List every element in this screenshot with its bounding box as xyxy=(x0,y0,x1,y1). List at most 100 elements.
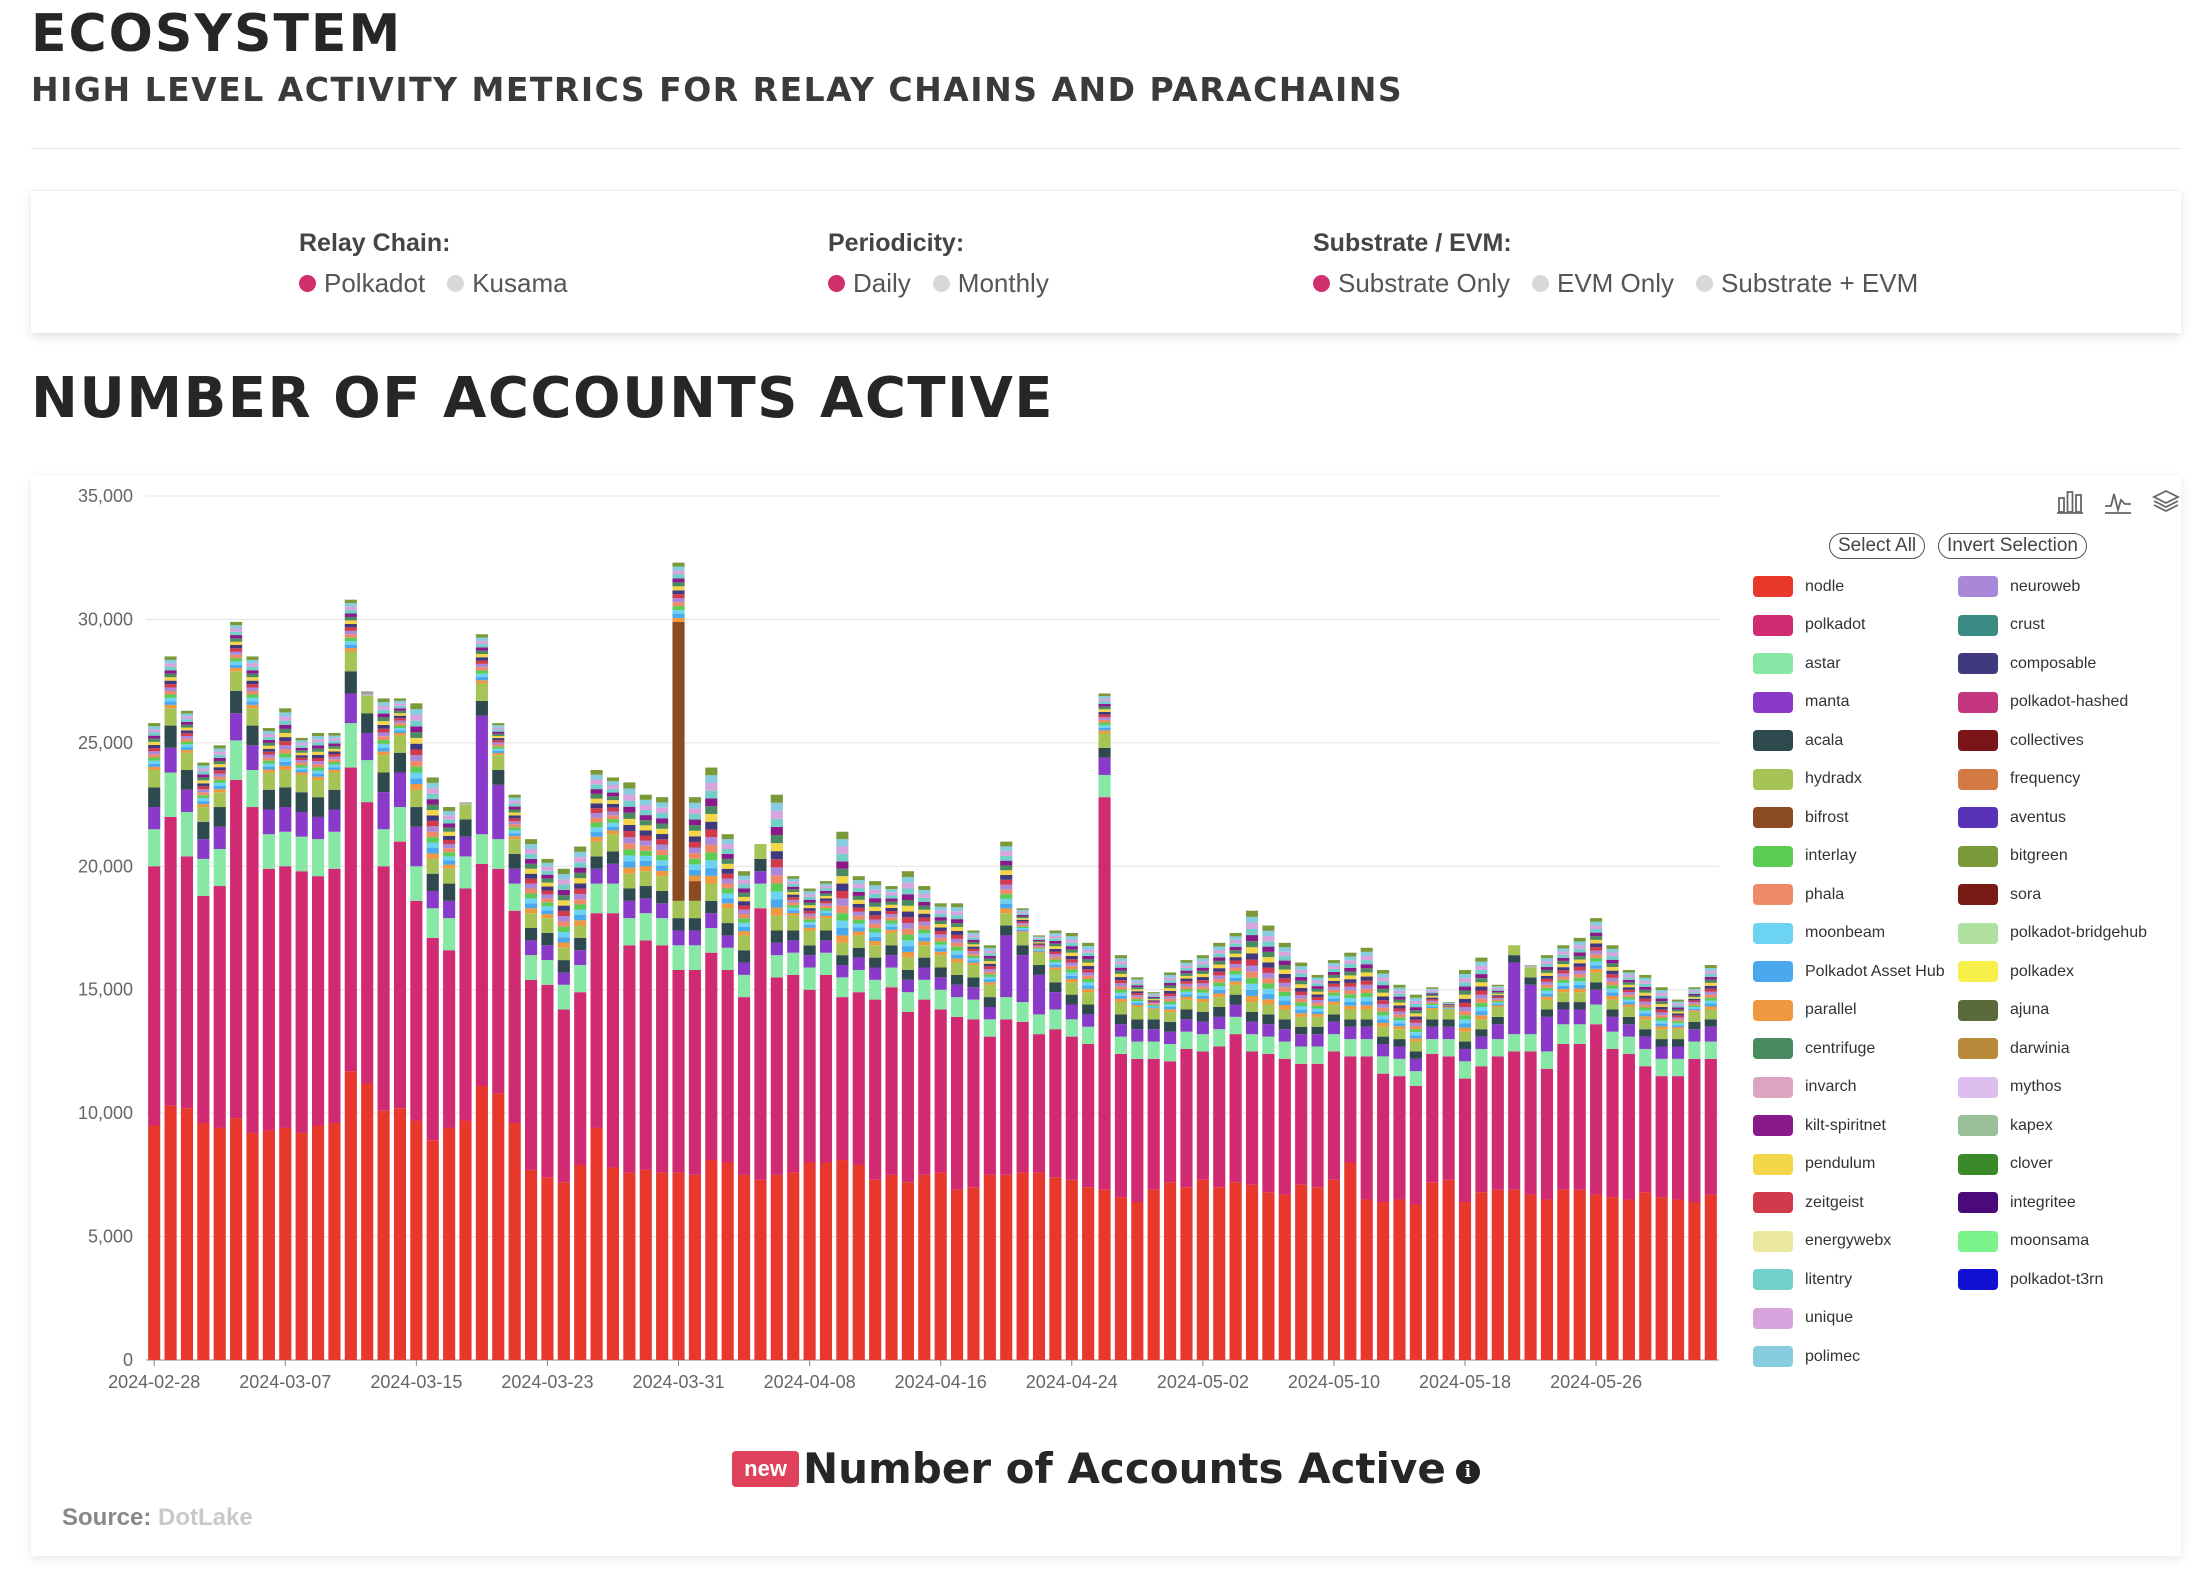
bar-segment-other xyxy=(574,914,587,921)
bar-segment-nodle xyxy=(492,1093,505,1360)
legend-item-polkadex[interactable]: polkadex xyxy=(1958,961,2074,982)
bar-segment-other xyxy=(688,836,701,842)
bar-segment-acala xyxy=(1213,1006,1226,1017)
bar-segment-other xyxy=(770,826,783,836)
legend-item-phala[interactable]: phala xyxy=(1753,884,1844,905)
periodicity-option-daily[interactable]: Daily xyxy=(828,268,911,299)
bar-segment-other xyxy=(967,932,980,936)
legend-item-energywebx[interactable]: energywebx xyxy=(1753,1230,1891,1252)
periodicity-filter: Periodicity: Daily Monthly xyxy=(828,229,1049,299)
legend-item-sora[interactable]: sora xyxy=(1958,884,2041,905)
bar-segment-polkadot xyxy=(492,868,505,1094)
legend-item-acala[interactable]: acala xyxy=(1753,730,1843,751)
legend-item-ajuna[interactable]: ajuna xyxy=(1958,999,2049,1021)
bar-segment-other xyxy=(1065,965,1078,970)
relay-option-kusama[interactable]: Kusama xyxy=(447,268,568,299)
legend-item-polkadot-hashed[interactable]: polkadot-hashed xyxy=(1958,691,2128,713)
bar-segment-other xyxy=(1704,976,1717,980)
legend-item-darwinia[interactable]: darwinia xyxy=(1958,1038,2070,1059)
legend-item-kapex[interactable]: kapex xyxy=(1958,1115,2053,1136)
legend-item-composable[interactable]: composable xyxy=(1958,653,2096,674)
bar-segment-other xyxy=(230,661,243,665)
legend-item-integritee[interactable]: integritee xyxy=(1958,1192,2076,1213)
periodicity-option-monthly[interactable]: Monthly xyxy=(932,268,1049,299)
legend-item-collectives[interactable]: collectives xyxy=(1958,730,2084,751)
stack-icon[interactable] xyxy=(2151,486,2181,516)
bar-segment-other xyxy=(328,735,341,739)
legend-item-mythos[interactable]: mythos xyxy=(1958,1076,2062,1098)
bar-segment-other xyxy=(1704,979,1717,983)
legend-item-moonsama[interactable]: moonsama xyxy=(1958,1230,2089,1252)
bar-segment-other xyxy=(1540,967,1554,970)
legend-item-centrifuge[interactable]: centrifuge xyxy=(1753,1038,1875,1059)
bar-segment-other xyxy=(1213,971,1226,976)
legend-item-nodle[interactable]: nodle xyxy=(1753,576,1844,597)
bar-segment-other xyxy=(508,797,521,801)
bar-chart-icon[interactable] xyxy=(2055,486,2085,516)
legend-item-neuroweb[interactable]: neuroweb xyxy=(1958,576,2080,597)
legend-item-kilt-spiritnet[interactable]: kilt-spiritnet xyxy=(1753,1115,1886,1136)
bar-segment-other xyxy=(852,911,865,916)
substrate-option-substrate-only[interactable]: Substrate Only xyxy=(1313,268,1510,299)
line-chart-icon[interactable] xyxy=(2103,486,2133,516)
bar-segment-other xyxy=(1000,851,1013,856)
invert-selection-button[interactable]: Invert Selection xyxy=(1938,533,2087,559)
bar-segment-polkadot xyxy=(1524,1051,1537,1195)
bar-segment-polkadot xyxy=(623,945,636,1173)
bar-segment-manta xyxy=(508,868,521,884)
bar-segment-other xyxy=(197,786,210,790)
legend-label: bitgreen xyxy=(2010,847,2068,864)
source-link[interactable]: DotLake xyxy=(158,1504,253,1531)
legend-item-polkadot-bridgehub[interactable]: polkadot-bridgehub xyxy=(1958,922,2147,944)
bar-segment-hydradx xyxy=(852,935,865,948)
bar-segment-hydradx xyxy=(459,804,472,820)
legend-item-pendulum[interactable]: pendulum xyxy=(1753,1153,1875,1175)
legend-item-interlay[interactable]: interlay xyxy=(1753,845,1857,867)
legend-item-bitgreen[interactable]: bitgreen xyxy=(1958,845,2068,867)
legend-item-zeitgeist[interactable]: zeitgeist xyxy=(1753,1192,1864,1213)
legend-swatch xyxy=(1958,576,1998,597)
legend-item-litentry[interactable]: litentry xyxy=(1753,1269,1852,1290)
legend-item-unique[interactable]: unique xyxy=(1753,1307,1853,1329)
relay-option-polkadot[interactable]: Polkadot xyxy=(299,268,425,299)
bar-segment-acala xyxy=(656,890,669,904)
bar-segment-other xyxy=(1590,936,1603,940)
legend-item-invarch[interactable]: invarch xyxy=(1753,1076,1857,1098)
bar-segment-polkadot xyxy=(574,992,587,1165)
bar-segment-other xyxy=(1114,998,1127,1003)
substrate-option-evm-only[interactable]: EVM Only xyxy=(1531,268,1674,299)
bar-segment-other xyxy=(934,934,947,938)
bar-segment-manta xyxy=(803,955,816,968)
legend-item-frequency[interactable]: frequency xyxy=(1958,768,2080,790)
legend-item-manta[interactable]: manta xyxy=(1753,691,1849,713)
legend-item-bifrost[interactable]: bifrost xyxy=(1753,807,1849,828)
legend-item-polkadot[interactable]: polkadot xyxy=(1753,614,1866,636)
bar-segment-polkadot xyxy=(918,999,931,1175)
bar-segment-acala xyxy=(1131,1019,1144,1030)
bar-segment-other xyxy=(311,736,325,740)
bar-segment-other xyxy=(1393,1017,1406,1021)
bar-segment-other xyxy=(1295,998,1308,1003)
legend-item-aventus[interactable]: aventus xyxy=(1958,807,2066,828)
legend-item-moonbeam[interactable]: moonbeam xyxy=(1753,922,1885,944)
substrate-option-substrate-evm[interactable]: Substrate + EVM xyxy=(1696,268,1918,299)
bar-segment-manta xyxy=(967,987,980,1000)
legend-item-parallel[interactable]: parallel xyxy=(1753,999,1857,1021)
legend-item-polimec[interactable]: polimec xyxy=(1753,1346,1860,1367)
bar-segment-other xyxy=(1606,956,1619,960)
legend-label: polkadot-bridgehub xyxy=(2010,924,2147,941)
legend-item-polkadot-t3rn[interactable]: polkadot-t3rn xyxy=(1958,1269,2103,1290)
legend-item-hydradx[interactable]: hydradx xyxy=(1753,768,1862,790)
bar-segment-other xyxy=(1278,978,1291,983)
bar-segment-other xyxy=(508,812,521,816)
info-icon[interactable]: i xyxy=(1455,1459,1480,1484)
legend-item-clover[interactable]: clover xyxy=(1958,1153,2053,1175)
legend-item-polkadot-asset-hub[interactable]: Polkadot Asset Hub xyxy=(1753,961,1945,982)
select-all-button[interactable]: Select All xyxy=(1829,533,1926,559)
bar-segment-other xyxy=(918,925,931,930)
bar-segment-nodle xyxy=(869,1179,882,1360)
bar-segment-other xyxy=(1049,962,1062,965)
legend-item-astar[interactable]: astar xyxy=(1753,653,1841,674)
legend-item-crust[interactable]: crust xyxy=(1958,614,2045,636)
bar-segment-other xyxy=(426,793,439,800)
